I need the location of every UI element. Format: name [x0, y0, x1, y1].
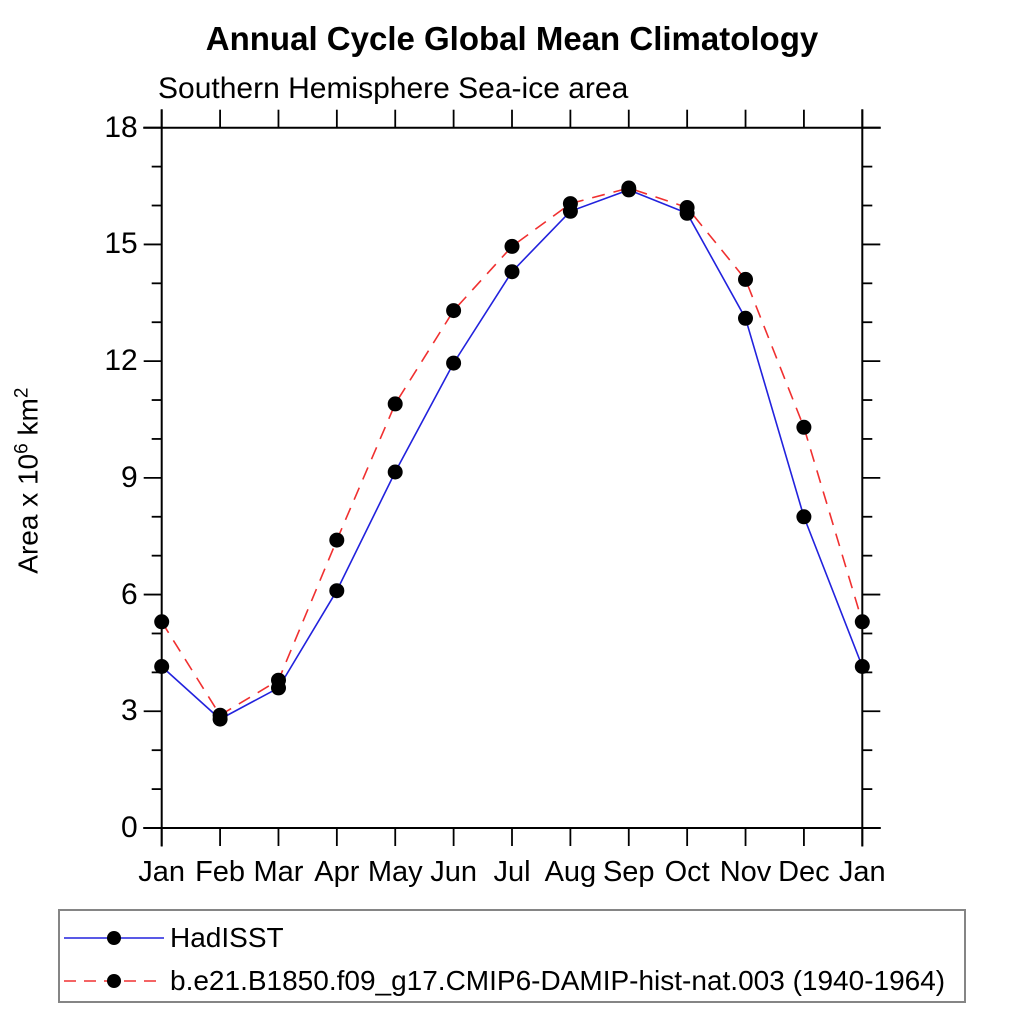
- data-point: [854, 614, 870, 630]
- data-point-markers: [154, 180, 870, 727]
- x-tick-label: Feb: [195, 856, 246, 888]
- data-point: [329, 583, 345, 599]
- y-tick-label: 12: [104, 344, 138, 378]
- x-tick-label: Mar: [253, 856, 304, 888]
- data-point: [504, 264, 520, 280]
- x-tick-label: Aug: [544, 856, 597, 888]
- data-point: [212, 707, 228, 723]
- data-point: [854, 659, 870, 674]
- data-point: [271, 672, 286, 688]
- legend-marker-dot: [107, 974, 121, 988]
- data-point: [796, 509, 812, 525]
- data-point: [446, 355, 462, 371]
- x-tick-label: Nov: [719, 856, 772, 888]
- x-tick-label: May: [367, 856, 423, 888]
- data-point: [621, 180, 637, 196]
- data-point: [679, 200, 695, 215]
- legend-marker-dot: [107, 931, 121, 945]
- legend-label: HadISST: [170, 922, 284, 953]
- legend-label: b.e21.B1850.f09_g17.CMIP6-DAMIP-hist-nat…: [170, 965, 946, 996]
- legend-swatch-solid-line: [64, 931, 164, 945]
- data-point: [387, 396, 403, 412]
- legend-swatch-dashed-line: [64, 974, 164, 988]
- legend-box: HadISST b.e21.B1850.f09_g17.CMIP6-DAMIP-h…: [58, 909, 966, 1003]
- x-tick-label: Sep: [602, 856, 655, 888]
- legend-entry: HadISST: [60, 918, 284, 958]
- data-point: [562, 196, 578, 212]
- data-point: [387, 464, 403, 480]
- data-point: [154, 614, 170, 630]
- y-tick-label: 3: [121, 694, 138, 728]
- chart-subtitle: Southern Hemisphere Sea-ice area: [158, 72, 629, 105]
- data-point: [154, 659, 170, 674]
- x-tick-label: Jun: [430, 856, 477, 888]
- y-tick-label: 15: [104, 227, 138, 261]
- y-tick-label: 9: [121, 460, 138, 494]
- x-tick-label: Jan: [138, 856, 186, 888]
- y-tick-label: 6: [121, 577, 138, 611]
- data-point: [504, 238, 520, 254]
- x-tick-label: Jan: [838, 856, 886, 888]
- x-tick-label: Oct: [664, 856, 710, 888]
- x-tick-label: Apr: [314, 856, 360, 888]
- y-tick-label: 18: [104, 110, 138, 144]
- data-point: [738, 271, 753, 287]
- y-tick-label: 0: [121, 811, 138, 844]
- axis-ticks: [143, 109, 881, 846]
- x-tick-label: Jul: [493, 856, 531, 888]
- x-tick-label: Dec: [778, 856, 830, 888]
- data-point: [738, 310, 753, 326]
- plot-frame: [143, 109, 881, 847]
- data-point: [329, 532, 345, 548]
- legend-entry: b.e21.B1850.f09_g17.CMIP6-DAMIP-hist-nat…: [60, 961, 945, 1001]
- data-point: [796, 419, 812, 435]
- chart-title: Annual Cycle Global Mean Climatology: [205, 20, 819, 57]
- data-point: [446, 303, 462, 319]
